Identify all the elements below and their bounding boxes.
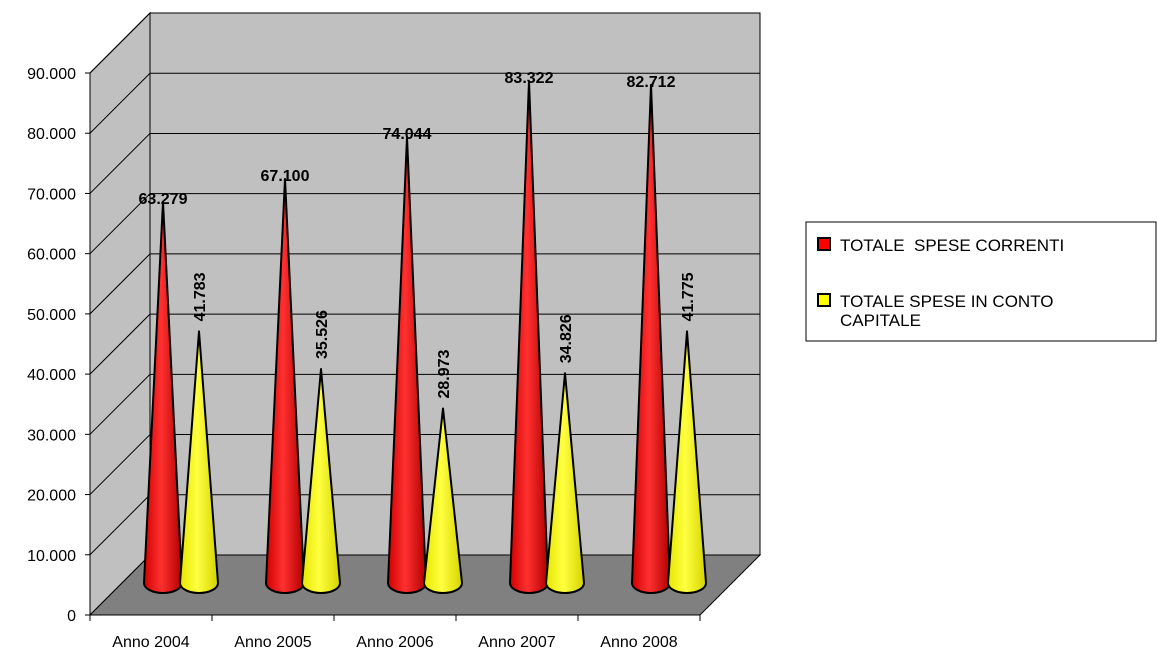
cone-spese-capitale <box>545 372 585 594</box>
legend-box <box>805 221 1157 342</box>
gridline-side <box>89 434 151 495</box>
x-tick-label: Anno 2005 <box>234 634 312 651</box>
y-tick-label: 60.000 <box>27 247 76 264</box>
data-label-capitale: 34.826 <box>558 314 575 363</box>
legend-label-correnti: TOTALE SPESE CORRENTI <box>840 236 1064 255</box>
legend-label-capitale: TOTALE SPESE IN CONTO <box>840 292 1054 311</box>
data-label-capitale: 28.973 <box>436 349 453 398</box>
cone-spese-capitale <box>667 330 707 594</box>
data-label-correnti: 67.100 <box>261 168 310 185</box>
legend-label-capitale: CAPITALE <box>840 311 921 330</box>
x-tick-label: Anno 2008 <box>600 634 678 651</box>
y-tick-label: 70.000 <box>27 186 76 203</box>
y-tick-label: 40.000 <box>27 367 76 384</box>
y-tick-label: 30.000 <box>27 427 76 444</box>
gridline-side <box>89 133 151 194</box>
y-tick-label: 0 <box>67 608 76 625</box>
data-label-correnti: 63.279 <box>139 191 188 208</box>
legend-swatch-correnti <box>817 237 831 251</box>
back-wall <box>149 12 761 556</box>
x-tick-label: Anno 2007 <box>478 634 556 651</box>
data-label-capitale: 35.526 <box>314 310 331 359</box>
data-label-correnti: 83.322 <box>505 70 554 87</box>
data-label-capitale: 41.783 <box>192 272 209 321</box>
x-tick-label: Anno 2006 <box>356 634 434 651</box>
y-tick-label: 50.000 <box>27 307 76 324</box>
gridline-side <box>89 72 151 134</box>
gridline-side <box>89 193 151 255</box>
cone-spese-capitale <box>179 330 219 594</box>
data-label-correnti: 74.044 <box>383 126 432 143</box>
gridline-side <box>89 313 151 375</box>
gridline-side <box>89 253 151 315</box>
gridline-side <box>89 494 151 556</box>
gridline-side <box>89 12 151 74</box>
gridline-side <box>89 373 151 435</box>
data-label-correnti: 82.712 <box>627 74 676 91</box>
y-tick-label: 10.000 <box>27 548 76 565</box>
cone-spese-capitale <box>301 368 341 594</box>
x-tick-label: Anno 2004 <box>112 634 190 651</box>
data-label-capitale: 41.775 <box>680 272 697 321</box>
cone-spese-capitale <box>423 407 463 594</box>
y-tick-label: 90.000 <box>27 66 76 83</box>
legend-swatch-capitale <box>817 293 831 307</box>
y-tick-label: 20.000 <box>27 488 76 505</box>
y-tick-label: 80.000 <box>27 126 76 143</box>
